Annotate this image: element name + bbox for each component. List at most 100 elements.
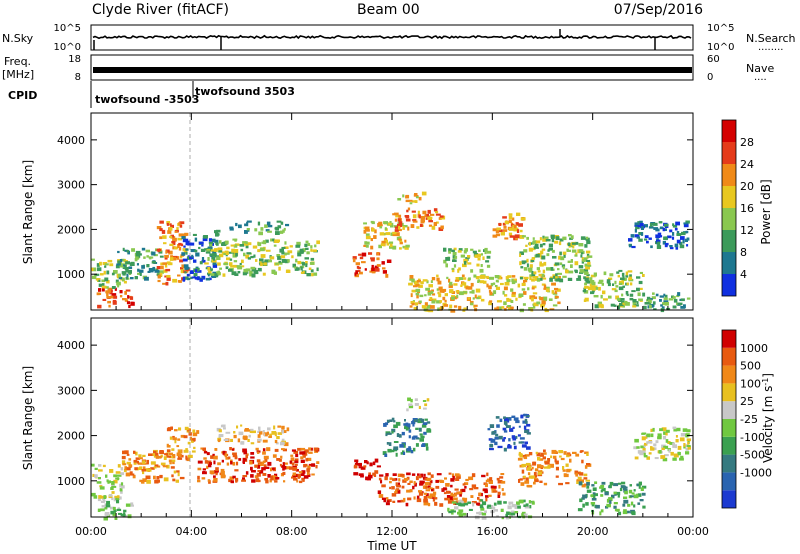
colorbar-swatch xyxy=(722,383,736,402)
echo-region xyxy=(628,220,690,250)
freq-strip: Freq. [MHz] 18 8 60 0 Nave .... xyxy=(2,54,774,83)
echo-region xyxy=(517,449,592,488)
freq-tick-bottom-right: 0 xyxy=(707,72,713,83)
x-tick-label: 00:00 xyxy=(677,525,709,538)
x-tick-label: 20:00 xyxy=(577,525,609,538)
x-tick-label: 12:00 xyxy=(376,525,408,538)
echo-region xyxy=(166,426,200,462)
nsearch-label: N.Search xyxy=(746,32,796,45)
colorbar-tick-label: 8 xyxy=(740,246,747,259)
power-ylabel: Slant Range [km] xyxy=(21,160,35,264)
colorbar-swatch xyxy=(722,436,736,455)
time-axis-label: Time UT xyxy=(366,539,417,553)
y-tick-label: 2000 xyxy=(57,223,85,236)
echo-region xyxy=(377,472,506,507)
echo-region xyxy=(408,274,561,313)
colorbar-swatch xyxy=(722,120,736,142)
echo-region xyxy=(577,481,647,516)
echo-region xyxy=(353,458,381,481)
colorbar-swatch xyxy=(722,274,736,296)
colorbar-tick-label: 100 xyxy=(740,377,761,390)
cpid-segment-1: twofsound -3503 xyxy=(95,93,199,106)
nsky-tick-top-right: 10^5 xyxy=(707,23,734,34)
echo-region xyxy=(397,191,427,205)
colorbar-tick-label: 16 xyxy=(740,202,754,215)
y-tick-label: 2000 xyxy=(57,430,85,443)
power-y-axis: 1000 2000 3000 4000 xyxy=(57,134,693,281)
colorbar-tick-label: -25 xyxy=(740,413,758,426)
cpid-strip: CPID twofsound -3503 twofsound 3503 xyxy=(8,81,295,108)
colorbar-tick-label: 4 xyxy=(740,268,747,281)
colorbar-swatch xyxy=(722,142,736,164)
power-colorbar: 4 8 12 16 20 24 28 xyxy=(721,119,754,297)
velocity-panel: 1000 2000 3000 4000 Slant Range [km] 1000 50… xyxy=(21,317,776,521)
freq-tick-top-left: 18 xyxy=(68,54,81,65)
echo-region xyxy=(487,413,531,452)
nave-label: Nave xyxy=(746,62,774,75)
colorbar-tick-label: 500 xyxy=(740,360,761,373)
power-colorbar-label: Power [dB] xyxy=(759,179,773,244)
velocity-echo-layer xyxy=(91,397,691,521)
colorbar-swatch xyxy=(722,401,736,419)
x-tick-label: 16:00 xyxy=(476,525,508,538)
colorbar-swatch xyxy=(722,330,736,348)
colorbar-tick-label: 20 xyxy=(740,180,754,193)
echo-region xyxy=(582,269,646,310)
echo-region xyxy=(447,499,535,520)
colorbar-tick-label: -500 xyxy=(740,449,765,462)
echo-region xyxy=(443,247,492,273)
nsky-label: N.Sky xyxy=(2,32,34,45)
nsearch-marker: ........ xyxy=(758,42,783,53)
echo-region xyxy=(97,499,134,521)
colorbar-swatch xyxy=(722,419,736,437)
colorbar-swatch xyxy=(722,164,736,186)
colorbar-tick-label: 12 xyxy=(740,224,754,237)
nsky-trace xyxy=(92,34,692,40)
beam-title: Beam 00 xyxy=(357,2,420,18)
echo-region xyxy=(229,220,290,236)
x-tick-label: 04:00 xyxy=(175,525,207,538)
colorbar-swatch xyxy=(722,186,736,208)
echo-region xyxy=(363,220,410,250)
y-tick-label: 4000 xyxy=(57,339,85,352)
echo-region xyxy=(633,426,691,462)
freq-tick-bottom-left: 8 xyxy=(75,72,81,83)
station-title: Clyde River (fitACF) xyxy=(92,2,229,18)
freq-label: Freq. xyxy=(4,55,31,68)
time-axis: 00:00 04:00 08:00 12:00 16:00 20:00 00:00 xyxy=(75,113,709,538)
date-title: 07/Sep/2016 xyxy=(614,2,703,18)
nave-marker: .... xyxy=(754,72,767,83)
cpid-segment-2: twofsound 3503 xyxy=(195,85,295,98)
y-tick-label: 4000 xyxy=(57,134,85,147)
echo-region xyxy=(216,424,290,447)
velocity-y-axis: 1000 2000 3000 4000 xyxy=(57,339,693,488)
colorbar-tick-label: 25 xyxy=(740,395,754,408)
echo-region xyxy=(392,207,446,232)
colorbar-swatch xyxy=(722,472,736,491)
colorbar-swatch xyxy=(722,490,736,508)
colorbar-tick-label: -1000 xyxy=(740,466,772,479)
echo-region xyxy=(197,447,320,484)
echo-region xyxy=(382,417,432,457)
echo-region xyxy=(492,212,526,241)
echo-region xyxy=(204,238,320,278)
echo-region xyxy=(352,252,392,278)
y-tick-label: 1000 xyxy=(57,268,85,281)
power-panel: 1000 2000 3000 4000 Slant Range [km] 4 8 12 16… xyxy=(21,112,773,313)
x-tick-label: 00:00 xyxy=(75,525,107,538)
colorbar-swatch xyxy=(722,208,736,230)
echo-region xyxy=(91,463,125,502)
freq-tick-top-right: 60 xyxy=(707,54,720,65)
colorbar-swatch xyxy=(722,252,736,274)
x-tick-label: 08:00 xyxy=(276,525,308,538)
cpid-label: CPID xyxy=(8,89,37,102)
colorbar-swatch xyxy=(722,454,736,473)
power-echo-layer xyxy=(91,191,691,313)
colorbar-tick-label: 1000 xyxy=(740,342,768,355)
y-tick-label: 3000 xyxy=(57,179,85,192)
nsky-tick-top-left: 10^5 xyxy=(54,23,81,34)
nsky-strip: N.Sky 10^5 10^0 10^5 10^0 N.Search .....… xyxy=(2,23,796,53)
echo-region xyxy=(96,287,135,309)
velocity-colorbar-label: Velocity [m s-1] xyxy=(761,373,776,463)
